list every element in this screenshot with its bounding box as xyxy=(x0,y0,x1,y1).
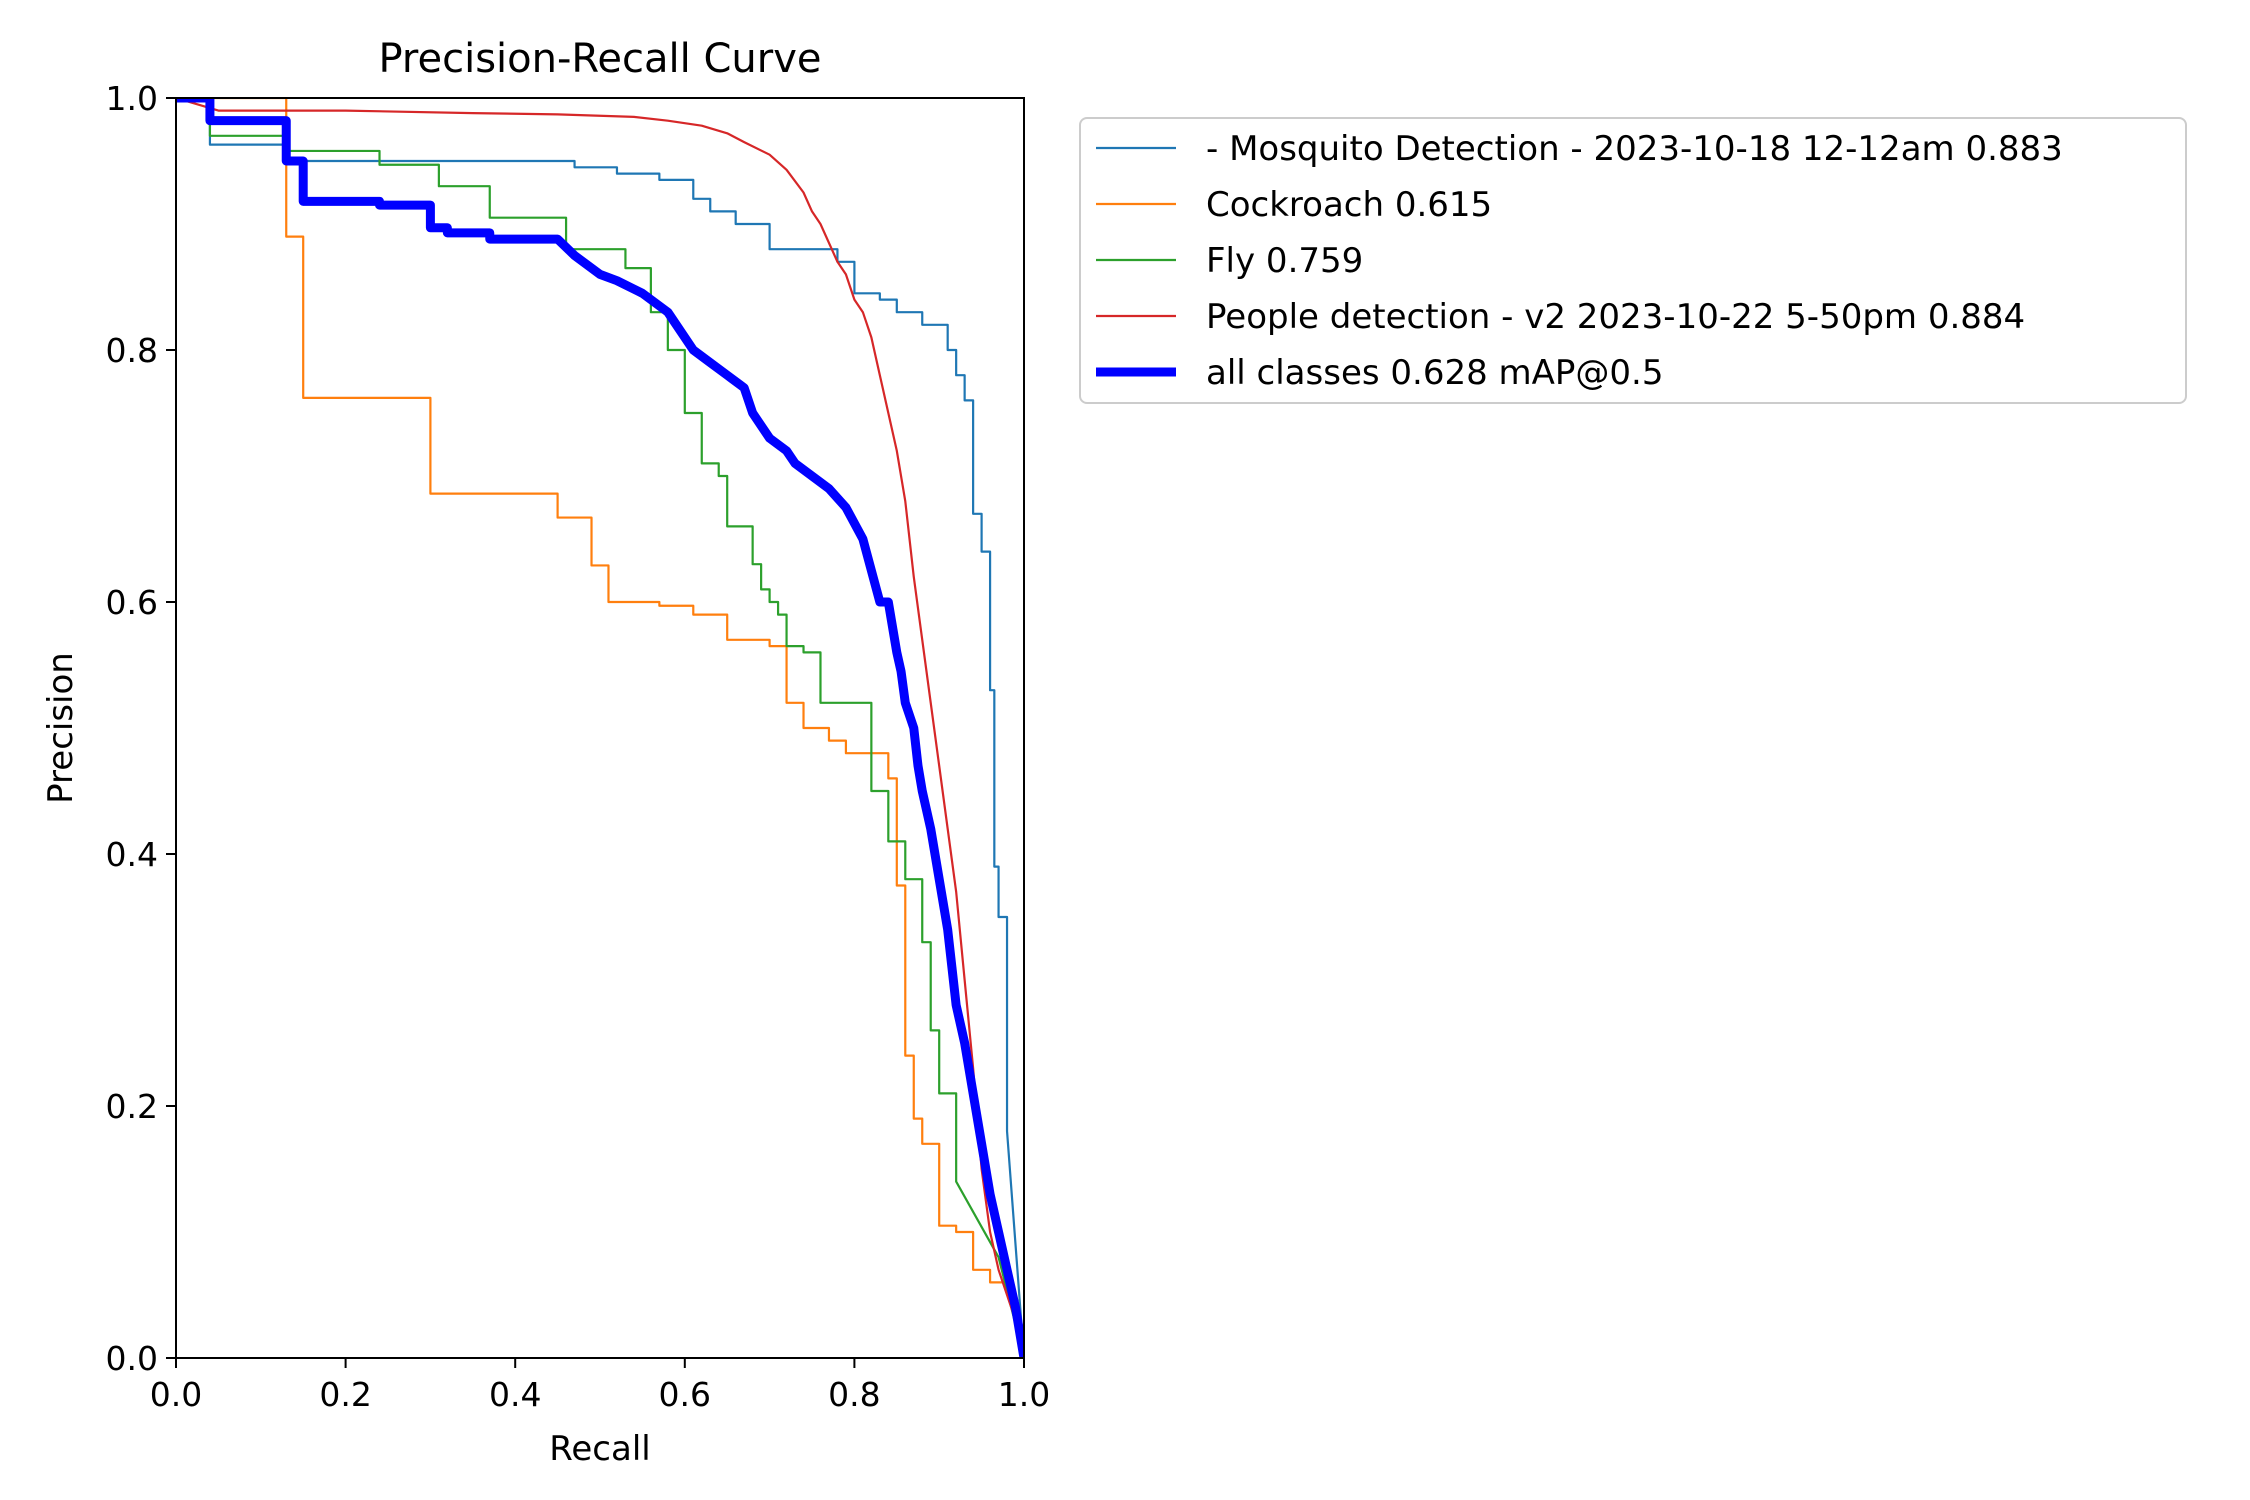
series-layer xyxy=(176,98,1024,1358)
legend-box xyxy=(1079,117,2187,404)
legend-label: Fly 0.759 xyxy=(1206,241,1363,281)
legend-label: - Mosquito Detection - 2023-10-18 12-12a… xyxy=(1206,129,2063,169)
x-axis: 0.0 0.2 0.4 0.6 0.8 1.0 xyxy=(150,1358,1050,1414)
x-tick-label: 0.6 xyxy=(659,1375,711,1414)
legend-label: Cockroach 0.615 xyxy=(1206,185,1492,225)
y-tick-label: 0.4 xyxy=(106,835,158,874)
legend-label: all classes 0.628 mAP@0.5 xyxy=(1206,353,1663,393)
y-axis: 0.0 0.2 0.4 0.6 0.8 1.0 xyxy=(106,79,176,1378)
series-line-mosquito-detection-2023-10-18-12-12am-0- xyxy=(176,98,1024,1358)
x-tick-label: 0.8 xyxy=(828,1375,880,1414)
y-tick-label: 0.6 xyxy=(106,583,158,622)
series-line-fly-0-759 xyxy=(176,98,1024,1358)
x-tick-label: 1.0 xyxy=(998,1375,1050,1414)
series-line-people-detection-v2-2023-10-22-5-50pm-0- xyxy=(176,98,1024,1358)
plot-area xyxy=(175,97,1025,1359)
y-tick-label: 0.8 xyxy=(106,331,158,370)
series-line-cockroach-0-615 xyxy=(176,98,1024,1358)
x-tick-label: 0.4 xyxy=(489,1375,541,1414)
series-line-all-classes-0-628-map-0-5 xyxy=(176,98,1024,1358)
x-axis-label: Recall xyxy=(549,1429,650,1469)
y-tick-label: 0.0 xyxy=(106,1339,158,1378)
x-tick-label: 0.2 xyxy=(319,1375,371,1414)
y-tick-label: 0.2 xyxy=(106,1087,158,1126)
plot-frame xyxy=(175,97,1025,1359)
x-tick-label: 0.0 xyxy=(150,1375,202,1414)
chart-title: Precision-Recall Curve xyxy=(379,36,822,82)
legend: - Mosquito Detection - 2023-10-18 12-12a… xyxy=(1079,117,2187,404)
legend-label: People detection - v2 2023-10-22 5-50pm … xyxy=(1206,297,2025,337)
y-axis-label: Precision xyxy=(41,652,81,804)
y-tick-label: 1.0 xyxy=(106,79,158,118)
